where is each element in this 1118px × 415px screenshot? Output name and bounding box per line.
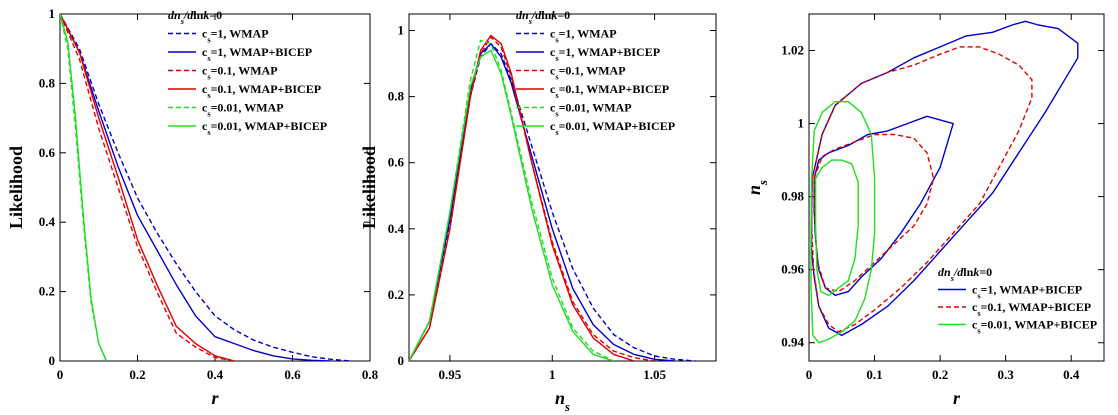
series-group	[409, 34, 696, 361]
y-tick-label: 0.2	[388, 287, 404, 302]
x-tick-label: 0.1	[866, 367, 882, 382]
legend-entry-label: cs=0.1, WMAP+BICEP	[550, 82, 669, 100]
y-axis-label: Likelihood	[359, 146, 379, 229]
contour-red-inner	[813, 133, 935, 293]
x-tick-label: 0.4	[1063, 367, 1080, 382]
y-axis-label-group: Likelihood	[359, 146, 379, 229]
series-line-blue-dashed	[409, 43, 696, 361]
y-axis-label-group: ns	[744, 180, 770, 195]
series-group	[810, 20, 1079, 344]
legend-entry-label: cs=0.01, WMAP+BICEP	[550, 119, 675, 137]
x-axis-label: r	[953, 388, 961, 408]
x-tick-label: 0	[57, 367, 64, 382]
plot-frame	[408, 13, 717, 362]
legend-entry-label: cs=1, WMAP	[202, 27, 269, 45]
y-tick-label: 0.98	[781, 189, 804, 204]
y-axis-label: ns	[744, 180, 770, 195]
series-line-green-solid	[409, 49, 614, 361]
legend-title: dns/dlnk=0	[516, 8, 570, 26]
y-tick-label: 0.6	[39, 145, 56, 160]
legend-entry-label: cs=0.01, WMAP	[202, 101, 284, 119]
panel-r-ns-contours: 0 0.1 0.2 0.3 0.4 0.94 0.96 0.98 1 1.02 r ns dns/dln…	[744, 13, 1105, 408]
contour-green-outer	[810, 100, 876, 344]
y-tick-label: 1.02	[781, 43, 804, 58]
y-tick-label: 1	[49, 6, 56, 21]
x-tick-label: 1	[549, 367, 556, 382]
y-tick-label: 0	[398, 353, 405, 368]
series-line-red-solid	[60, 14, 235, 361]
y-tick-label: 0	[49, 353, 56, 368]
y-tick-label: 0.8	[39, 75, 56, 90]
y-tick-label: 0.8	[388, 89, 405, 104]
y-tick-label: 0.4	[388, 221, 405, 236]
legend-entry-label: cs=0.01, WMAP	[550, 101, 632, 119]
legend-entry-label: cs=0.1, WMAP+BICEP	[202, 82, 321, 100]
x-tick-label: 1.05	[643, 367, 666, 382]
legend-entry-label: cs=1, WMAP+BICEP	[202, 45, 312, 63]
legend-title: dns/dlnk=0	[168, 8, 222, 26]
series-line-blue-solid	[60, 14, 332, 361]
x-tick-label: 0.2	[932, 367, 948, 382]
legend-entry-label: cs=0.01, WMAP+BICEP	[202, 119, 327, 137]
plot-frame	[808, 13, 1105, 362]
y-tick-label: 0.2	[39, 284, 55, 299]
legend-entry-label: cs=0.1, WMAP	[202, 64, 278, 82]
legend-entry-label: cs=0.1, WMAP	[550, 64, 626, 82]
x-tick-label: 0	[806, 367, 813, 382]
x-tick-label: 0.4	[207, 367, 224, 382]
panel-r-likelihood: 0 0.2 0.4 0.6 0.8 0 0.2 0.4 0.6 0.8 1 r Likelihood dn…	[6, 6, 379, 408]
x-tick-label: 0.95	[439, 367, 462, 382]
legend-title: dns/dlnk=0	[938, 265, 992, 283]
legend-entry-label: cs=1, WMAP+BICEP	[550, 45, 660, 63]
y-tick-label: 0.96	[781, 262, 804, 277]
y-axis-label: Likelihood	[6, 146, 26, 229]
x-axis-label: ns	[555, 388, 570, 414]
contour-blue-outer	[810, 20, 1079, 337]
contour-green-inner	[814, 159, 859, 296]
x-tick-label: 0.8	[362, 367, 379, 382]
legend-entry-label: cs=0.01, WMAP+BICEP	[972, 318, 1097, 336]
x-tick-label: 0.6	[284, 367, 301, 382]
legend-entry-label: cs=0.1, WMAP+BICEP	[972, 300, 1091, 318]
series-line-red-solid	[409, 34, 635, 361]
y-tick-label: 0.94	[781, 335, 804, 350]
legend-entry-label: cs=1, WMAP+BICEP	[972, 283, 1082, 301]
series-line-blue-dashed	[60, 14, 351, 361]
x-tick-label: 0.2	[129, 367, 145, 382]
y-tick-label: 0.4	[39, 214, 56, 229]
y-tick-label: 1	[398, 23, 405, 38]
series-line-green-solid	[60, 14, 108, 361]
x-axis-label: r	[211, 388, 219, 408]
legend-entry-label: cs=1, WMAP	[550, 27, 617, 45]
y-tick-label: 0.6	[388, 155, 405, 170]
series-group	[60, 14, 351, 361]
contour-blue-inner	[813, 115, 954, 296]
y-tick-label: 1	[798, 116, 805, 131]
panel-ns-likelihood: 0.95 1 1.05 0 0.2 0.4 0.6 0.8 1 ns Likelihood dns/d…	[359, 8, 717, 414]
y-axis-label-group: Likelihood	[6, 146, 26, 229]
contour-red-outer	[810, 46, 1033, 333]
x-tick-label: 0.3	[998, 367, 1015, 382]
